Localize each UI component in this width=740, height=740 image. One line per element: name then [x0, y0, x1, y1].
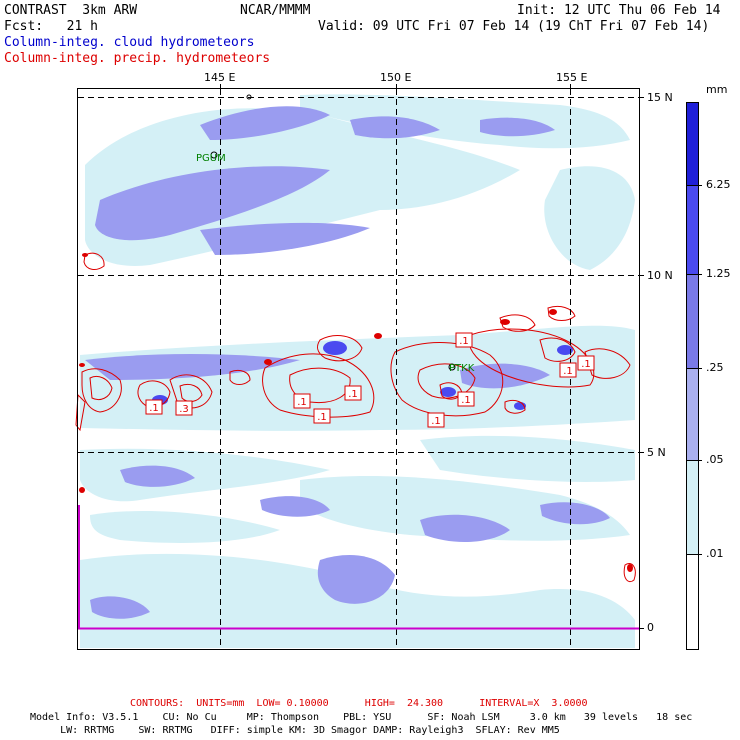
station-markers: PGUM PTKK — [196, 94, 475, 374]
colorbar-level-1-25: 1.25 — [706, 267, 731, 280]
contour-label: .1 — [348, 389, 358, 400]
lat-label-10n: 10 N — [647, 269, 673, 282]
lat-label-15n: 15 N — [647, 91, 673, 104]
lat-label-0: 0 — [647, 621, 654, 634]
contour-label: .1 — [317, 412, 327, 423]
map-frame — [77, 88, 640, 650]
contour-label: .1 — [149, 403, 159, 414]
colorbar-unit: mm — [706, 83, 728, 96]
contour-label-boxes — [145, 332, 595, 428]
lon-label-145: 145 E — [204, 71, 236, 84]
legend-cloud-hydrometeors: Column-integ. cloud hydrometeors — [4, 35, 255, 50]
colorbar-level-0-05: .05 — [706, 453, 724, 466]
lon-label-155: 155 E — [556, 71, 588, 84]
model-info-line2: LW: RRTMG SW: RRTMG DIFF: simple KM: 3D … — [30, 725, 560, 736]
legend-precip-hydrometeors: Column-integ. precip. hydrometeors — [4, 51, 271, 66]
contour-label: .1 — [563, 366, 573, 377]
axis-ticks — [220, 84, 644, 629]
station-ptkk: PTKK — [449, 363, 475, 374]
contour-label: .1 — [431, 416, 441, 427]
lat-label-5n: 5 N — [647, 446, 666, 459]
colorbar — [686, 102, 702, 650]
lon-label-150: 150 E — [380, 71, 412, 84]
contour-label: .1 — [461, 395, 471, 406]
contour-label: .1 — [297, 397, 307, 408]
contour-label: .1 — [459, 336, 469, 347]
organization-label: NCAR/MMMM — [240, 3, 311, 18]
model-info-line1: Model Info: V3.5.1 CU: No Cu MP: Thompso… — [30, 712, 693, 723]
cloud-field-dense — [152, 341, 573, 410]
contour-info: CONTOURS: UNITS=mm LOW= 0.10000 HIGH= 24… — [130, 698, 588, 709]
init-time: Init: 12 UTC Thu 06 Feb 14 — [517, 3, 721, 18]
cloud-field-medium — [85, 106, 610, 619]
precip-cores — [79, 253, 633, 572]
contour-labels: .1 .3 .1 .1 .1 .1 .1 .1 .1 .1 — [149, 336, 591, 427]
colorbar-level-0-25: .25 — [706, 361, 724, 374]
forecast-hour: Fcst: 21 h — [4, 19, 98, 34]
contour-label: .3 — [179, 404, 189, 415]
contour-label: .1 — [581, 359, 591, 370]
colorbar-level-6-25: 6.25 — [706, 178, 731, 191]
model-title: CONTRAST 3km ARW — [4, 3, 138, 18]
colorbar-level-0-01: .01 — [706, 547, 724, 560]
station-pgum: PGUM — [196, 153, 226, 164]
valid-time: Valid: 09 UTC Fri 07 Feb 14 (19 ChT Fri … — [318, 19, 710, 34]
